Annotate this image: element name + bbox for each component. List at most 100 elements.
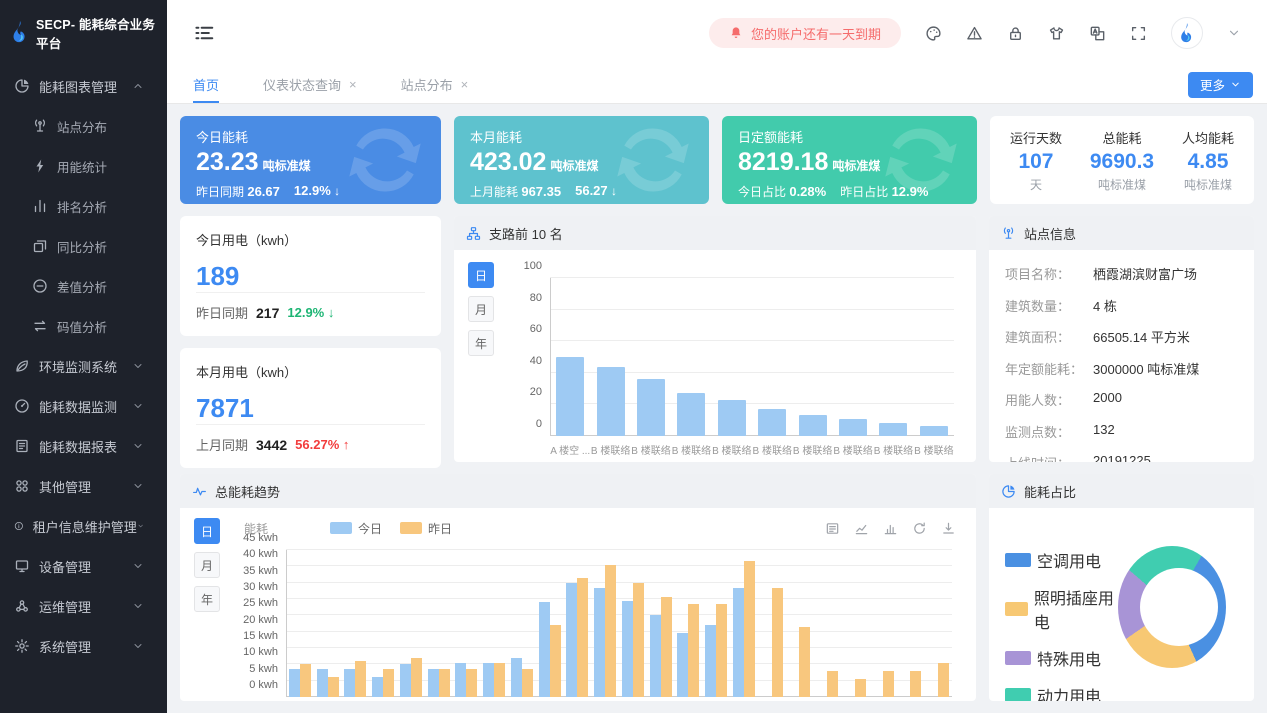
summary-unit: 天 bbox=[1029, 177, 1042, 192]
period-toggle-日[interactable]: 日 bbox=[194, 518, 220, 544]
bar-昨日 bbox=[577, 577, 589, 697]
palette-icon[interactable] bbox=[925, 25, 942, 42]
translate-icon[interactable] bbox=[1089, 25, 1106, 42]
legend-item-昨日[interactable]: 昨日 bbox=[400, 520, 452, 537]
stat-card-unit: 吨标准煤 bbox=[550, 159, 599, 173]
close-tab-icon[interactable]: × bbox=[460, 77, 469, 92]
legend-item-3[interactable]: 动力用电 bbox=[1005, 683, 1118, 701]
sidebar-item-6[interactable]: 设备管理 bbox=[0, 546, 167, 586]
legend-item-今日[interactable]: 今日 bbox=[330, 520, 382, 537]
collapse-menu-icon[interactable] bbox=[193, 22, 215, 44]
site-info-row: 年定额能耗： 3000000 吨标准煤 bbox=[1005, 359, 1238, 378]
barchart-icon[interactable] bbox=[883, 521, 898, 536]
sidebar-item-8[interactable]: 系统管理 bbox=[0, 626, 167, 666]
sidebar-item-7[interactable]: 运维管理 bbox=[0, 586, 167, 626]
bar bbox=[717, 400, 746, 436]
tab-0[interactable]: 首页 bbox=[193, 66, 220, 103]
legend-swatch bbox=[330, 522, 353, 534]
sidebar-subitem-2[interactable]: 排名分析 bbox=[0, 186, 167, 226]
sidebar-item-label: 环境监测系统 bbox=[39, 359, 118, 375]
trend-ytick: 10 kwh bbox=[243, 646, 278, 659]
bar-昨日 bbox=[854, 679, 866, 697]
linechart-icon[interactable] bbox=[854, 521, 869, 536]
usage-card-compare: 上月同期 3442 56.27% ↑ bbox=[196, 424, 425, 454]
sidebar-subitem-label: 差值分析 bbox=[57, 280, 108, 295]
close-tab-icon[interactable]: × bbox=[349, 77, 357, 92]
bar-今日 bbox=[316, 669, 328, 697]
bar-昨日 bbox=[827, 670, 839, 697]
bar-group bbox=[483, 662, 506, 697]
swap-icon bbox=[32, 318, 48, 334]
more-label: 更多 bbox=[1199, 79, 1225, 93]
trend-ytick: 5 kwh bbox=[249, 662, 278, 675]
sidebar-item-0[interactable]: 能耗图表管理 bbox=[0, 66, 167, 106]
sidebar-subitem-1[interactable]: 用能统计 bbox=[0, 146, 167, 186]
tabs: 首页 仪表状态查询 × 站点分布 × bbox=[193, 66, 468, 103]
branch-period-toggles: 日月年 bbox=[468, 262, 494, 454]
donut-chart bbox=[1118, 546, 1226, 668]
legend-item-0[interactable]: 空调用电 bbox=[1005, 548, 1118, 572]
sidebar-item-5[interactable]: 租户信息维护管理 bbox=[0, 506, 167, 546]
more-button[interactable]: 更多 bbox=[1187, 71, 1253, 98]
tab-2[interactable]: 站点分布 × bbox=[401, 66, 469, 103]
period-toggle-年[interactable]: 年 bbox=[468, 330, 494, 356]
sidebar-item-1[interactable]: 环境监测系统 bbox=[0, 346, 167, 386]
branch-xtick: B 楼联络 bbox=[590, 446, 631, 457]
period-toggle-月[interactable]: 月 bbox=[194, 552, 220, 578]
lock-icon[interactable] bbox=[1007, 25, 1024, 42]
stat-footer-item: 今日占比 0.28% bbox=[738, 184, 827, 199]
bar-昨日 bbox=[910, 670, 922, 697]
sidebar-subitem-5[interactable]: 码值分析 bbox=[0, 306, 167, 346]
period-toggle-月[interactable]: 月 bbox=[468, 296, 494, 322]
sidebar-subitem-4[interactable]: 差值分析 bbox=[0, 266, 167, 306]
trend-chart-area: 45 kwh 40 kwh 35 kwh 30 kwh 25 kwh 20 kwh 15 k… bbox=[230, 532, 962, 701]
bar-昨日 bbox=[327, 677, 339, 697]
antenna-icon bbox=[1001, 226, 1016, 241]
period-toggle-年[interactable]: 年 bbox=[194, 586, 220, 612]
site-info-row: 项目名称： 栖霞湖滨财富广场 bbox=[1005, 264, 1238, 283]
sidebar-subitem-0[interactable]: 站点分布 bbox=[0, 106, 167, 146]
sidebar-item-2[interactable]: 能耗数据监测 bbox=[0, 386, 167, 426]
summary-item: 总能耗 9690.3 吨标准煤 bbox=[1090, 128, 1154, 193]
refresh-icon[interactable] bbox=[912, 521, 927, 536]
bar-group bbox=[732, 561, 755, 697]
trend-toolbar bbox=[825, 521, 956, 536]
branch-chart: 100 80 60 40 20 0 A 楼空 ... B 楼联络 B 楼联络 B 楼联络 B 楼联络… bbox=[504, 260, 962, 457]
account-expiry-notice[interactable]: 您的账户还有一天到期 bbox=[708, 18, 901, 48]
gear-icon bbox=[14, 638, 30, 654]
stat-card-unit: 吨标准煤 bbox=[832, 159, 881, 173]
warning-icon[interactable] bbox=[966, 25, 983, 42]
tab-1[interactable]: 仪表状态查询 × bbox=[263, 66, 357, 103]
pulse-icon bbox=[192, 484, 207, 499]
ratio-panel-header: 能耗占比 bbox=[989, 474, 1254, 508]
trend-bars bbox=[286, 550, 952, 697]
dataview-icon[interactable] bbox=[825, 521, 840, 536]
recycle-watermark-icon bbox=[879, 118, 963, 202]
chevron-down-icon bbox=[132, 560, 144, 572]
sidebar-subitem-3[interactable]: 同比分析 bbox=[0, 226, 167, 266]
branch-ytick: 60 bbox=[529, 323, 542, 336]
site-info-row: 建筑数量： 4 栋 bbox=[1005, 296, 1238, 315]
bar-昨日 bbox=[799, 626, 811, 697]
bar bbox=[758, 409, 787, 436]
sidebar-item-3[interactable]: 能耗数据报表 bbox=[0, 426, 167, 466]
legend-swatch bbox=[1005, 651, 1031, 665]
bar-昨日 bbox=[716, 603, 728, 697]
site-info-label: 建筑数量： bbox=[1005, 298, 1071, 314]
sidebar-item-label: 租户信息维护管理 bbox=[32, 519, 137, 535]
stat-card-title: 本月能耗 bbox=[470, 130, 523, 145]
summary-item: 运行天数 107 天 bbox=[1010, 128, 1062, 193]
tshirt-icon[interactable] bbox=[1048, 25, 1065, 42]
download-icon[interactable] bbox=[941, 521, 956, 536]
site-info-panel: 站点信息 项目名称： 栖霞湖滨财富广场 建筑数量： 4 栋 建筑面积： 6650… bbox=[989, 216, 1254, 462]
fullscreen-icon[interactable] bbox=[1130, 25, 1147, 42]
period-toggle-日[interactable]: 日 bbox=[468, 262, 494, 288]
trend-ytick: 35 kwh bbox=[243, 564, 278, 577]
avatar[interactable] bbox=[1171, 17, 1203, 49]
legend-swatch bbox=[1005, 688, 1031, 701]
sidebar-item-4[interactable]: 其他管理 bbox=[0, 466, 167, 506]
legend-item-2[interactable]: 特殊用电 bbox=[1005, 646, 1118, 670]
chevron-down-icon[interactable] bbox=[1227, 26, 1241, 40]
legend-label: 今日 bbox=[358, 521, 383, 536]
legend-item-1[interactable]: 照明插座用电 bbox=[1005, 585, 1118, 633]
